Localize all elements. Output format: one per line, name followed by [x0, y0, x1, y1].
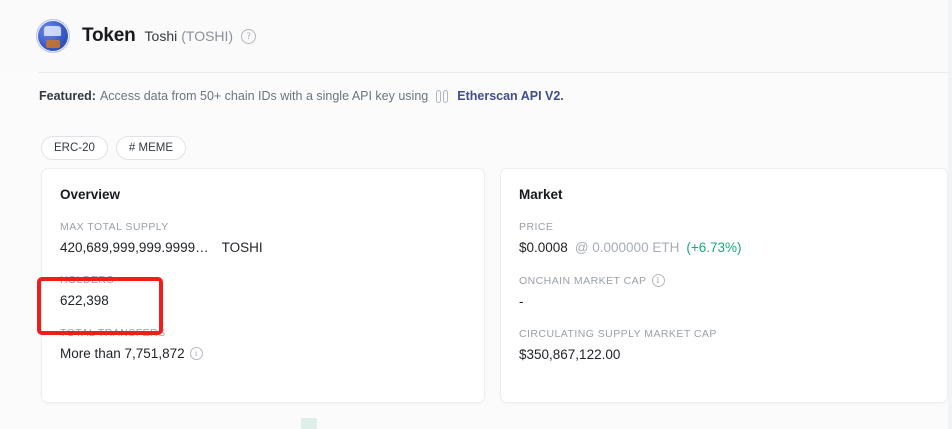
overview-card-title: Overview	[60, 187, 121, 202]
onchain-market-cap-field: ONCHAIN MARKET CAP i -	[501, 274, 947, 309]
circulating-supply-market-cap-field: CIRCULATING SUPPLY MARKET CAP $350,867,1…	[501, 328, 947, 362]
price-eth-value: @ 0.000000 ETH	[574, 240, 680, 255]
question-circle-icon[interactable]: ?	[241, 28, 257, 44]
price-value-row: $0.0008 @ 0.000000 ETH (+6.73%)	[519, 240, 947, 255]
api-key-icon	[436, 89, 450, 103]
circulating-supply-market-cap-label: CIRCULATING SUPPLY MARKET CAP	[519, 328, 717, 340]
token-symbol: (TOSHI)	[181, 28, 234, 44]
header-divider	[38, 72, 950, 73]
price-label: PRICE	[519, 221, 554, 233]
holders-field: HOLDERS 622,398	[42, 274, 484, 308]
toshi-token-logo-icon	[36, 19, 70, 53]
total-transfers-field: TOTAL TRANSFERS More than 7,751,872 i	[42, 327, 484, 361]
total-transfers-value[interactable]: More than 7,751,872	[60, 346, 185, 361]
max-total-supply-label: MAX TOTAL SUPPLY	[60, 221, 169, 233]
onchain-market-cap-label-text: ONCHAIN MARKET CAP	[519, 274, 647, 287]
max-total-supply-value: 420,689,999,999.9999…	[60, 240, 209, 255]
featured-banner: Featured: Access data from 50+ chain IDs…	[39, 89, 564, 103]
holders-value[interactable]: 622,398	[60, 293, 109, 308]
onchain-market-cap-value: -	[519, 294, 524, 309]
tag-erc20[interactable]: ERC-20	[41, 136, 108, 160]
max-total-supply-field: MAX TOTAL SUPPLY 420,689,999,999.9999… T…	[42, 221, 484, 255]
overview-card: Overview MAX TOTAL SUPPLY 420,689,999,99…	[41, 168, 485, 403]
page-title: Token	[82, 25, 136, 46]
etherscan-api-v2-link[interactable]: Etherscan API V2.	[457, 89, 564, 103]
price-value: $0.0008	[519, 240, 568, 255]
featured-label: Featured:	[39, 89, 96, 103]
price-field: PRICE $0.0008 @ 0.000000 ETH (+6.73%)	[501, 221, 947, 255]
holders-value-row: 622,398	[60, 293, 484, 308]
holders-label: HOLDERS	[60, 274, 114, 286]
page-bottom-artifact	[301, 418, 317, 429]
token-name: Toshi	[144, 28, 178, 44]
onchain-market-cap-label: ONCHAIN MARKET CAP i	[519, 274, 947, 287]
market-card: Market PRICE $0.0008 @ 0.000000 ETH (+6.…	[500, 168, 948, 403]
page-header: Token Toshi (TOSHI) ?	[0, 0, 952, 72]
market-card-title: Market	[519, 187, 563, 202]
info-circle-icon[interactable]: i	[651, 274, 665, 287]
max-total-supply-unit: TOSHI	[221, 240, 263, 255]
info-circle-icon[interactable]: i	[189, 347, 203, 360]
page-right-edge	[948, 0, 952, 429]
featured-text: Access data from 50+ chain IDs with a si…	[99, 89, 429, 103]
max-total-supply-value-row: 420,689,999,999.9999… TOSHI	[60, 240, 484, 255]
price-change-badge: (+6.73%)	[686, 240, 742, 255]
circulating-supply-market-cap-value: $350,867,122.00	[519, 347, 621, 362]
total-transfers-value-row: More than 7,751,872 i	[60, 346, 484, 361]
tag-meme[interactable]: # MEME	[115, 136, 186, 160]
total-transfers-label: TOTAL TRANSFERS	[60, 327, 166, 339]
token-tags: ERC-20 # MEME	[41, 136, 186, 160]
